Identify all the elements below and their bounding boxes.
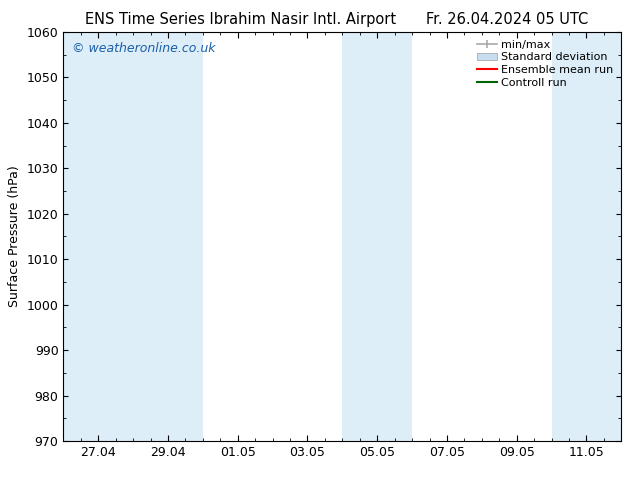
Bar (342, 32, 412, 441)
Bar (552, 32, 621, 441)
Bar (133, 32, 203, 441)
Bar (63, 32, 133, 441)
Text: © weatheronline.co.uk: © weatheronline.co.uk (72, 42, 216, 55)
Y-axis label: Surface Pressure (hPa): Surface Pressure (hPa) (8, 166, 21, 307)
Text: Fr. 26.04.2024 05 UTC: Fr. 26.04.2024 05 UTC (426, 12, 588, 27)
Legend: min/max, Standard deviation, Ensemble mean run, Controll run: min/max, Standard deviation, Ensemble me… (475, 37, 616, 90)
Text: ENS Time Series Ibrahim Nasir Intl. Airport: ENS Time Series Ibrahim Nasir Intl. Airp… (86, 12, 396, 27)
